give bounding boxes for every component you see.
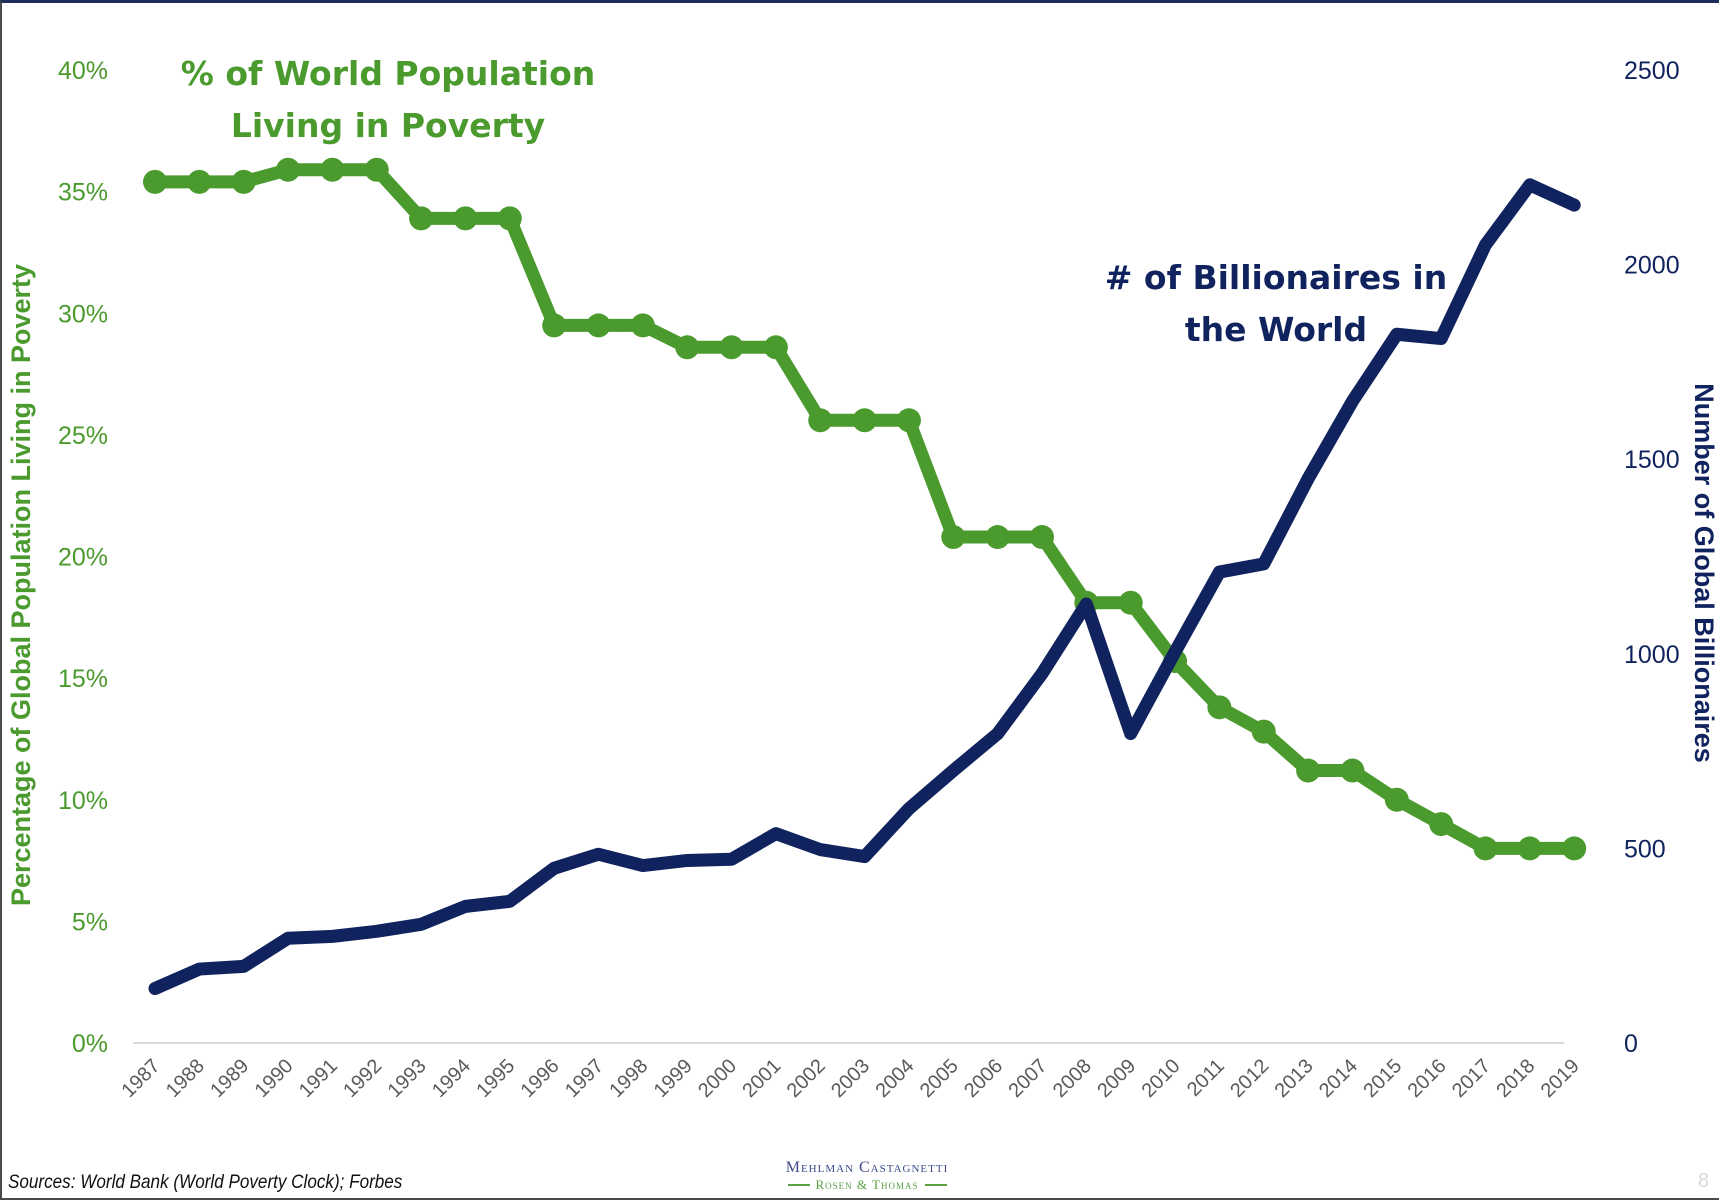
poverty-point-marker [763, 335, 788, 360]
poverty-point-marker [497, 206, 522, 231]
poverty-point-marker [1517, 836, 1542, 861]
x-axis-tick-label: 2018 [1492, 1055, 1539, 1102]
left-axis-tick-label: 0% [72, 1030, 108, 1058]
x-axis-tick-label: 1994 [428, 1055, 475, 1102]
x-axis-tick-label: 2001 [738, 1055, 785, 1102]
poverty-point-marker [1118, 590, 1143, 615]
logo-line-2-wrap: Rosen & Thomas [767, 1177, 967, 1193]
left-axis-tick-label: 15% [58, 665, 108, 693]
x-axis-tick-label: 2013 [1271, 1055, 1318, 1102]
billionaires-series [148, 178, 1581, 996]
poverty-series [143, 157, 1587, 861]
right-axis-tick-label: 2000 [1624, 252, 1680, 280]
x-axis-tick-label: 2002 [783, 1055, 830, 1102]
poverty-point-marker [276, 157, 301, 182]
x-axis-tick-label: 1992 [339, 1055, 386, 1102]
poverty-point-marker [1251, 719, 1276, 744]
x-axis-tick-label: 1988 [162, 1055, 209, 1102]
poverty-point-marker [1296, 758, 1321, 783]
poverty-annotation-line-1: % of World Population [181, 54, 595, 93]
poverty-point-marker [719, 335, 744, 360]
x-axis-tick-label: 1990 [251, 1055, 298, 1102]
x-axis-tick-label: 2012 [1226, 1055, 1273, 1102]
dual-axis-line-chart: 0% 5% 10% 15% 20% 25% 30% 35% 40% 0 500 1000 1500 20… [6, 54, 1719, 1102]
right-axis-tick-label: 2500 [1624, 57, 1680, 85]
right-axis-tick-label: 0 [1624, 1030, 1638, 1058]
x-axis-tick-label: 2010 [1138, 1055, 1185, 1102]
logo-line-1: Mehlman Castagnetti [785, 1159, 949, 1176]
x-axis-tick-label: 2008 [1049, 1055, 1096, 1102]
poverty-point-marker [808, 408, 833, 433]
billionaire-annotation-line-2: the World [1185, 310, 1367, 349]
firm-logo: Mehlman Castagnetti Rosen & Thomas [767, 1159, 967, 1193]
left-axis-tick-label: 40% [58, 57, 108, 85]
x-axis-tick-label: 1997 [561, 1055, 608, 1102]
right-axis-tick-label: 1500 [1624, 446, 1680, 474]
x-axis-tick-label: 2019 [1537, 1055, 1584, 1102]
left-axis-tick-label: 30% [58, 300, 108, 328]
poverty-point-marker [1384, 787, 1409, 812]
poverty-point-marker [1207, 695, 1232, 720]
poverty-point-marker [1429, 812, 1454, 837]
page-number: 8 [1697, 1170, 1709, 1192]
poverty-point-marker [1562, 836, 1587, 861]
x-axis-tick-label: 2009 [1093, 1055, 1140, 1102]
left-axis-tick-label: 10% [58, 787, 108, 815]
poverty-point-marker [1340, 758, 1365, 783]
poverty-point-marker [143, 169, 167, 194]
x-axis-tick-label: 2004 [871, 1055, 918, 1102]
x-axis-tick-label: 1999 [650, 1055, 697, 1102]
poverty-point-marker [409, 206, 434, 231]
x-axis-tick-label: 1991 [295, 1055, 342, 1102]
sources-note: Sources: World Bank (World Poverty Clock… [8, 1172, 403, 1193]
poverty-point-marker [320, 157, 345, 182]
x-axis-tick-label: 1987 [118, 1055, 165, 1102]
left-axis-tick-label: 35% [58, 179, 108, 207]
x-axis-tick-label: 1995 [472, 1055, 519, 1102]
right-axis-tick-label: 500 [1624, 835, 1666, 863]
x-axis-tick-label: 2005 [916, 1055, 963, 1102]
x-axis-tick-label: 2016 [1404, 1055, 1451, 1102]
right-axis-tick-label: 1000 [1624, 641, 1680, 669]
poverty-point-marker [630, 313, 655, 338]
poverty-point-marker [364, 157, 389, 182]
right-axis-title: Number of Global Billionaires [1689, 383, 1719, 763]
logo-dash-left [787, 1184, 810, 1186]
poverty-point-marker [231, 169, 256, 194]
x-axis-tick-label: 2006 [960, 1055, 1007, 1102]
billionaires-line [148, 178, 1581, 996]
x-axis-tick-label: 2014 [1315, 1055, 1362, 1102]
poverty-point-marker [187, 169, 212, 194]
poverty-point-marker [1030, 525, 1054, 550]
poverty-point-marker [1473, 836, 1498, 861]
poverty-point-marker [985, 525, 1010, 550]
left-axis-tick-label: 5% [72, 908, 108, 936]
x-axis-tick-label: 1998 [605, 1055, 652, 1102]
poverty-point-marker [896, 408, 921, 433]
poverty-point-marker [675, 335, 700, 360]
x-axis-tick-label: 2003 [827, 1055, 874, 1102]
x-axis-tick-label: 1993 [384, 1055, 431, 1102]
billionaire-annotation-line-1: # of Billionaires in [1105, 258, 1447, 297]
poverty-point-marker [453, 206, 478, 231]
poverty-annotation-line-2: Living in Poverty [231, 106, 545, 145]
left-axis-tick-label: 20% [58, 544, 108, 572]
left-axis-title: Percentage of Global Population Living i… [6, 264, 36, 906]
x-axis-tick-label: 2017 [1448, 1055, 1495, 1102]
logo-line-2: Rosen & Thomas [815, 1177, 919, 1192]
x-axis-tick-label: 1989 [206, 1055, 253, 1102]
logo-dash-right [924, 1184, 947, 1186]
x-axis-tick-label: 2000 [694, 1055, 741, 1102]
x-axis-tick-label: 2007 [1005, 1055, 1052, 1102]
x-axis-tick-label: 2011 [1183, 1055, 1229, 1101]
poverty-point-marker [586, 313, 611, 338]
x-axis-tick-label: 1996 [517, 1055, 564, 1102]
left-axis-tick-label: 25% [58, 422, 108, 450]
poverty-point-marker [941, 525, 966, 550]
poverty-point-marker [542, 313, 567, 338]
poverty-point-marker [852, 408, 877, 433]
x-axis-tick-label: 2015 [1359, 1055, 1406, 1102]
